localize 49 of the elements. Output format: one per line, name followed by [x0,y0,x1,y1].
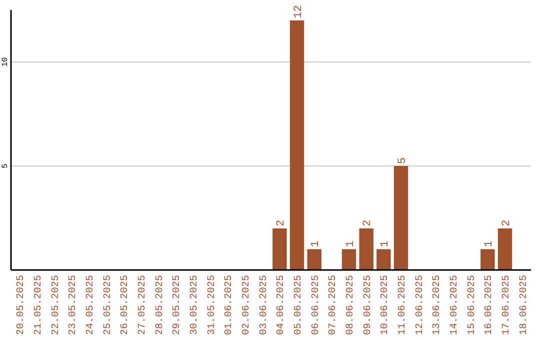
x-tick-label: 04.06.2025 [276,275,288,336]
x-tick-label: 14.06.2025 [450,275,460,336]
x-tick-label: 27.05.2025 [138,275,148,336]
data-label: 2 [500,220,513,226]
x-tick-label: 29.05.2025 [172,275,184,336]
x-tick-label: 07.06.2025 [328,275,340,336]
x-tick-label: 13.06.2025 [432,275,444,336]
x-tick-label: 15.06.2025 [466,275,478,336]
x-tick-label: 16.06.2025 [484,275,496,336]
x-tick-label: 26.05.2025 [120,275,132,336]
x-tick-label: 03.06.2025 [258,275,270,336]
bar [498,228,512,270]
bar [394,166,408,270]
data-label: 1 [380,240,392,248]
x-tick-label: 24.05.2025 [86,275,96,336]
x-tick-label: 23.05.2025 [68,275,80,336]
x-tick-label: 30.05.2025 [190,275,200,336]
x-tick-label: 18.06.2025 [518,275,530,336]
bar [342,249,356,270]
bar [359,228,374,270]
x-tick-label: 25.05.2025 [102,275,114,336]
bar [307,249,322,270]
bar [290,20,304,270]
data-label: 2 [276,220,288,226]
data-label: 2 [362,220,374,226]
x-tick-label: 21.05.2025 [34,275,44,336]
x-tick-label: 28.05.2025 [154,275,166,336]
x-tick-label: 08.06.2025 [346,275,356,336]
x-tick-label: 02.06.2025 [242,275,252,336]
x-tick-label: 17.06.2025 [502,275,512,336]
x-tick-label: 01.06.2025 [224,275,236,336]
data-label: 5 [396,157,409,164]
x-tick-label: 05.06.2025 [294,275,304,336]
data-label: 1 [344,240,357,248]
bar [480,249,495,270]
x-tick-label: 12.06.2025 [414,275,426,336]
bar [376,249,391,270]
data-label: 12 [292,5,305,18]
x-tick-label: 11.06.2025 [398,275,408,336]
x-tick-label: 20.05.2025 [16,275,28,336]
data-label: 1 [484,240,496,248]
y-tick-label: 10 [1,57,10,67]
x-tick-label: 31.05.2025 [206,275,218,336]
x-tick-label: 22.05.2025 [50,275,62,336]
data-label: 1 [310,240,322,248]
x-tick-label: 10.06.2025 [380,275,392,336]
x-tick-label: 09.06.2025 [362,275,374,336]
x-tick-label: 06.06.2025 [310,275,322,336]
bar [272,228,287,270]
